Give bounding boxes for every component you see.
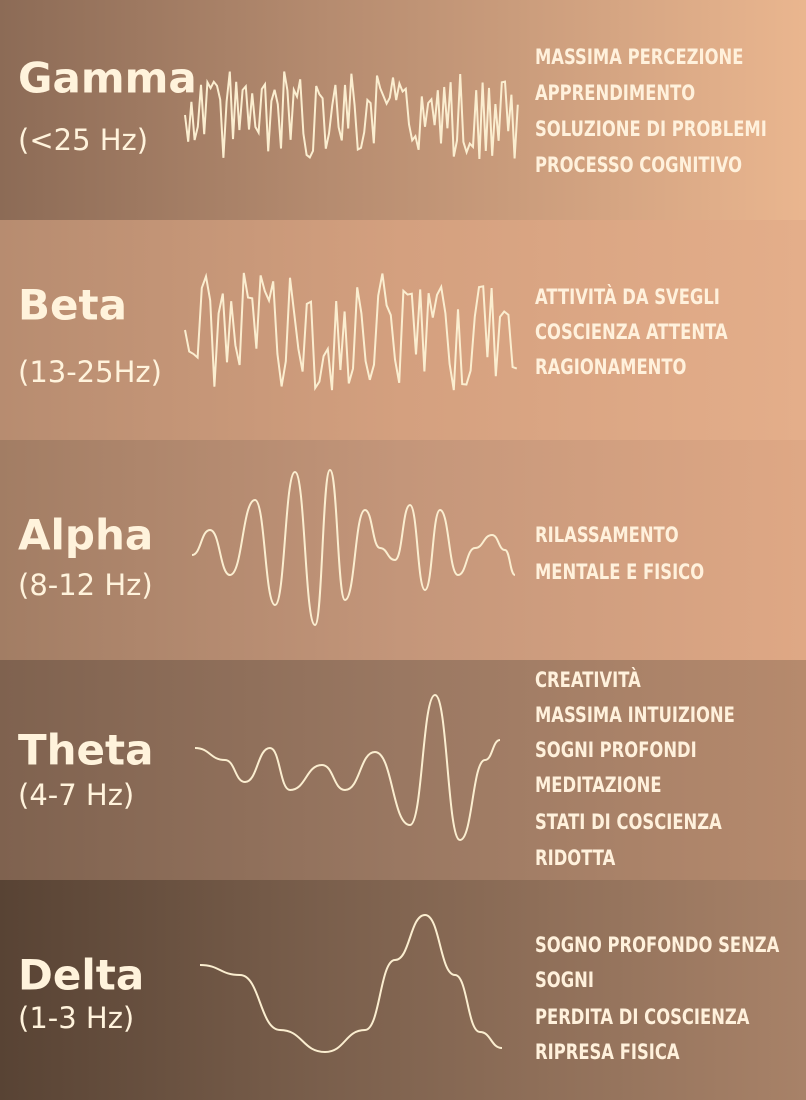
band-description: SOGNI PROFONDI bbox=[535, 738, 697, 762]
band-bg bbox=[0, 660, 806, 880]
band-name: Theta bbox=[18, 725, 154, 775]
band-description: SOGNI bbox=[535, 968, 594, 992]
band-bg bbox=[0, 440, 806, 660]
band-name: Alpha bbox=[18, 510, 154, 560]
band-description: RAGIONAMENTO bbox=[535, 355, 687, 379]
band-description: COSCIENZA ATTENTA bbox=[535, 320, 728, 344]
band-description: MEDITAZIONE bbox=[535, 773, 662, 797]
band-range: (4-7 Hz) bbox=[18, 778, 135, 812]
band-description: SOLUZIONE DI PROBLEMI bbox=[535, 117, 767, 141]
band-description: ATTIVITÀ DA SVEGLI bbox=[535, 285, 720, 309]
band-name: Delta bbox=[18, 950, 145, 1000]
band-description: STATI DI COSCIENZA bbox=[535, 810, 722, 834]
band-description: MASSIMA PERCEZIONE bbox=[535, 45, 744, 69]
band-description: SOGNO PROFONDO SENZA bbox=[535, 933, 780, 957]
band-bg bbox=[0, 220, 806, 440]
band-range: (1-3 Hz) bbox=[18, 1001, 135, 1035]
band-bg bbox=[0, 880, 806, 1100]
wave bbox=[184, 272, 518, 392]
wave bbox=[191, 468, 516, 627]
wave bbox=[199, 913, 503, 1054]
band-description: PERDITA DI COSCIENZA bbox=[535, 1005, 750, 1029]
band-name: Gamma bbox=[18, 53, 197, 103]
band-name: Beta bbox=[18, 280, 127, 330]
band-description: RIDOTTA bbox=[535, 846, 616, 870]
band-description: CREATIVITÀ bbox=[535, 668, 641, 692]
wave bbox=[184, 71, 519, 160]
band-description: APPRENDIMENTO bbox=[535, 81, 696, 105]
band-description: MENTALE E FISICO bbox=[535, 560, 705, 584]
band-description: PROCESSO COGNITIVO bbox=[535, 153, 743, 177]
band-description: RIPRESA FISICA bbox=[535, 1040, 680, 1064]
band-bg bbox=[0, 0, 806, 220]
wave bbox=[194, 693, 501, 842]
band-range: (13-25Hz) bbox=[18, 355, 162, 389]
band-description: RILASSAMENTO bbox=[535, 523, 679, 547]
band-range: (<25 Hz) bbox=[18, 123, 149, 157]
band-range: (8-12 Hz) bbox=[18, 568, 153, 602]
band-description: MASSIMA INTUIZIONE bbox=[535, 703, 735, 727]
